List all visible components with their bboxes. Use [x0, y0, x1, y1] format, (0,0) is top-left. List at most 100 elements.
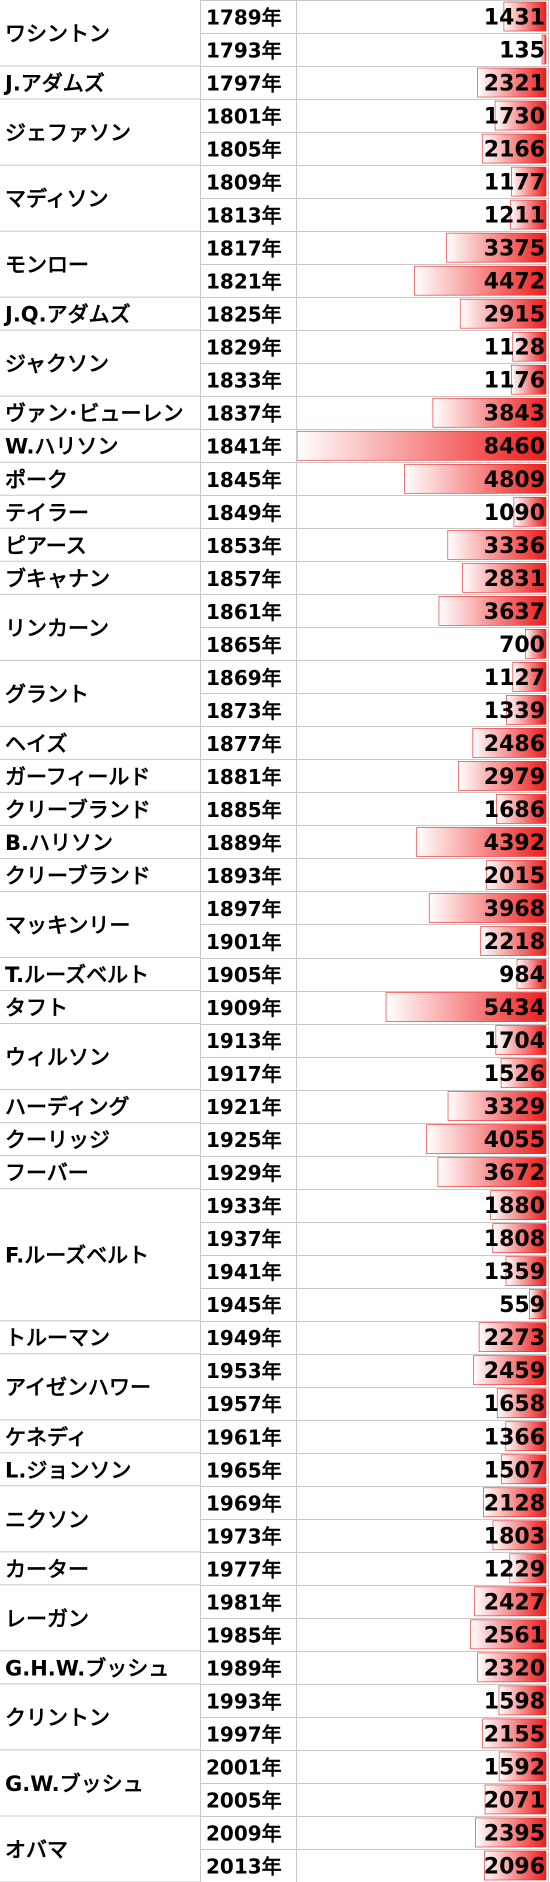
year-label: 1813年 [206, 204, 282, 228]
data-bar [426, 1124, 547, 1154]
value-label: 3637 [484, 600, 545, 625]
value-label: 1339 [484, 699, 545, 724]
value-label: 1598 [484, 1689, 545, 1714]
year-label: 1837年 [206, 402, 282, 426]
year-label: 1865年 [206, 633, 282, 657]
year-label: 2001年 [206, 1755, 282, 1779]
president-name: クリーブランド [5, 864, 151, 888]
year-label: 1825年 [206, 303, 282, 327]
year-label: 1917年 [206, 1062, 282, 1086]
president-name: ブキャナン [5, 567, 110, 591]
data-bar [490, 1190, 547, 1220]
president-name: B.ハリソン [5, 831, 113, 855]
year-label: 1913年 [206, 1029, 282, 1053]
year-label: 1797年 [206, 72, 282, 96]
data-bar [470, 1619, 547, 1650]
value-label: 3968 [484, 897, 545, 922]
year-label: 1897年 [206, 897, 282, 921]
data-bar [484, 1850, 547, 1881]
value-label: 2096 [484, 1854, 545, 1879]
president-name: W.ハリソン [5, 435, 118, 459]
president-name: クリントン [5, 1706, 110, 1730]
year-label: 1853年 [206, 534, 282, 558]
data-bar [447, 1091, 547, 1121]
value-label: 2979 [484, 765, 545, 790]
president-name: ハーディング [5, 1095, 130, 1119]
president-name: モンロー [5, 253, 89, 277]
value-label: 4392 [484, 831, 545, 856]
data-bar-column: 1431 135 2321 1730 2166 1177 1211 3375 4472 2915 1… [296, 1, 547, 1881]
data-bar [505, 1421, 547, 1452]
year-label: 1833年 [206, 369, 282, 393]
president-name: マディソン [5, 187, 109, 211]
year-label: 1925年 [206, 1128, 282, 1152]
president-name: G.W.ブッシュ [5, 1772, 144, 1796]
data-bar [492, 1520, 547, 1551]
value-label: 2561 [484, 1623, 545, 1648]
value-label: 1176 [484, 369, 545, 394]
value-label: 3329 [484, 1095, 545, 1120]
data-bar [481, 133, 547, 164]
data-bar [462, 562, 547, 593]
data-bar [510, 199, 547, 230]
year-label: 1973年 [206, 1524, 282, 1548]
year-label: 2009年 [206, 1821, 282, 1845]
data-bar [500, 1058, 547, 1088]
year-label: 1993年 [206, 1689, 282, 1713]
president-name: トルーマン [5, 1326, 110, 1350]
year-label: 1877年 [206, 732, 282, 756]
year-label: 1985年 [206, 1623, 282, 1647]
data-bar [458, 761, 547, 791]
value-label: 3672 [484, 1161, 545, 1186]
data-bar [496, 1388, 547, 1419]
value-label: 1090 [484, 501, 545, 526]
year-label: 1805年 [206, 138, 282, 162]
year-label: 1977年 [206, 1557, 282, 1581]
value-label: 2459 [484, 1359, 545, 1384]
value-label: 135 [499, 39, 545, 64]
president-name: クーリッジ [5, 1128, 110, 1152]
value-label: 2321 [484, 72, 545, 97]
year-label: 1889年 [206, 831, 282, 855]
year-label: 1861年 [206, 600, 282, 624]
year-label: 1857年 [206, 567, 282, 591]
year-label: 1869年 [206, 666, 282, 690]
year-label: 1957年 [206, 1392, 282, 1416]
president-name: F.ルーズベルト [5, 1244, 149, 1268]
data-bar [505, 1256, 547, 1286]
president-name: ガーフィールド [5, 765, 150, 789]
year-label: 1873年 [206, 699, 282, 723]
president-name: カーター [5, 1557, 89, 1581]
year-label: 1821年 [206, 270, 282, 294]
year-label: 1793年 [206, 39, 282, 63]
data-bar [437, 1157, 547, 1187]
data-bar [511, 166, 547, 197]
year-label: 1941年 [206, 1260, 282, 1284]
year-label: 1829年 [206, 336, 282, 360]
data-bar [541, 34, 547, 65]
value-label: 2155 [484, 1722, 545, 1747]
value-label: 1431 [484, 6, 545, 31]
data-bar [385, 992, 547, 1022]
president-name: ケネディ [5, 1425, 88, 1449]
president-name: J.Q.アダムズ [3, 303, 131, 327]
year-label: 2005年 [206, 1788, 282, 1812]
president-name: ピアース [5, 534, 87, 558]
president-name: J.アダムズ [3, 72, 105, 96]
data-bar [494, 100, 547, 131]
year-label: 1961年 [206, 1425, 282, 1449]
data-bar [428, 893, 547, 923]
data-bar [525, 629, 547, 659]
data-bar [446, 232, 547, 263]
inauguration-year-column: 1789年 1793年 1797年 1801年 1805年 1809年 1813年 1817年… [206, 6, 282, 1879]
value-label: 2071 [484, 1788, 545, 1813]
value-label: 1526 [484, 1062, 545, 1087]
value-label: 2395 [484, 1821, 545, 1846]
president-name: タフト [5, 996, 68, 1020]
year-label: 1909年 [206, 996, 282, 1020]
value-label: 8460 [484, 435, 545, 460]
year-label: 1901年 [206, 930, 282, 954]
year-label: 1845年 [206, 468, 282, 492]
